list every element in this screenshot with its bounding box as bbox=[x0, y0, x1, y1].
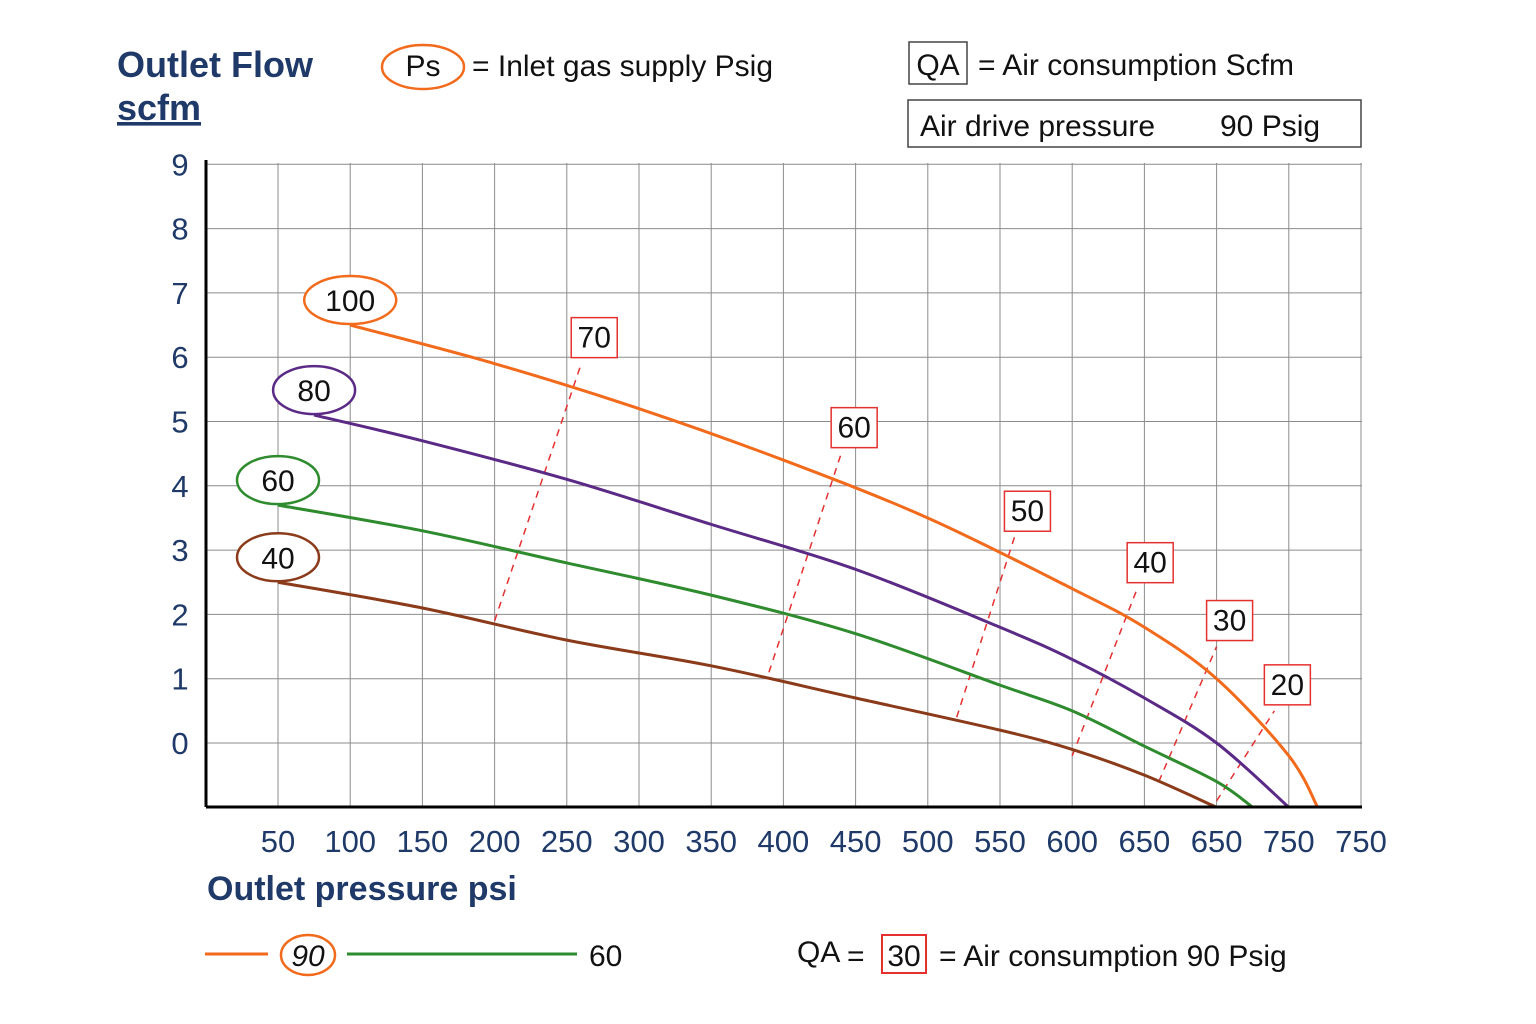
series-label-60: 60 bbox=[261, 465, 294, 498]
x-tick-label: 650 bbox=[1191, 824, 1243, 859]
x-tick-label: 650 bbox=[1119, 824, 1171, 859]
y-tick-label: 0 bbox=[171, 726, 188, 761]
y-tick-labels: 0 1 2 3 4 5 6 7 8 9 bbox=[171, 147, 188, 761]
series-line-40 bbox=[277, 580, 1218, 809]
air-consumption-dashed-line bbox=[955, 537, 1016, 718]
series-line-100 bbox=[349, 323, 1320, 809]
top-legend: Ps = Inlet gas supply Psig QA = Air cons… bbox=[380, 41, 1362, 148]
air-consumption-label: 40 bbox=[1133, 547, 1166, 580]
air-consumption-label: 50 bbox=[1011, 495, 1044, 528]
legend-qa-box bbox=[881, 934, 927, 974]
legend-qa-description: = Air consumption 90 Psig bbox=[939, 940, 1287, 973]
y-tick-label: 4 bbox=[171, 469, 188, 504]
drive-pressure-label: Air drive pressure bbox=[920, 110, 1155, 143]
x-tick-label: 300 bbox=[613, 824, 665, 859]
grid bbox=[206, 163, 1362, 808]
air-consumption-label: 30 bbox=[1213, 605, 1246, 638]
air-consumption-box bbox=[1263, 664, 1312, 706]
legend-label-90: 90 bbox=[291, 940, 325, 973]
x-tick-label: 100 bbox=[324, 824, 376, 859]
qa-box bbox=[908, 41, 968, 85]
y-tick-label: 6 bbox=[171, 340, 188, 375]
x-tick-label: 50 bbox=[261, 824, 295, 859]
series-ellipse-80 bbox=[271, 364, 357, 416]
air-consumption-box bbox=[1205, 599, 1254, 642]
y-tick-label: 9 bbox=[171, 147, 188, 182]
series-label-100: 100 bbox=[325, 285, 375, 318]
series-ellipse-100 bbox=[302, 274, 398, 326]
air-consumption-label: 70 bbox=[578, 322, 611, 355]
air-consumption-box bbox=[1126, 541, 1174, 584]
y-axis-title-line2: scfm bbox=[117, 87, 201, 128]
air-consumption-label: 20 bbox=[1271, 669, 1304, 702]
series-line-80 bbox=[313, 413, 1290, 809]
x-tick-label: 450 bbox=[830, 824, 882, 859]
x-tick-label: 600 bbox=[1046, 824, 1098, 859]
legend-ellipse-90 bbox=[279, 933, 337, 977]
bottom-legend: 90 60 QA = 30 = Air consumption 90 Psig bbox=[205, 933, 1287, 977]
x-tick-label: 500 bbox=[902, 824, 954, 859]
x-tick-label: 400 bbox=[758, 824, 810, 859]
air-consumption-box bbox=[570, 316, 618, 359]
y-tick-label: 5 bbox=[171, 405, 188, 440]
legend-qa-box-value: 30 bbox=[887, 940, 920, 973]
y-tick-label: 2 bbox=[171, 597, 188, 632]
x-tick-label: 750 bbox=[1263, 824, 1315, 859]
x-tick-label: 150 bbox=[397, 824, 449, 859]
drive-pressure-box bbox=[907, 99, 1362, 148]
y-tick-label: 3 bbox=[171, 533, 188, 568]
y-tick-label: 1 bbox=[171, 662, 188, 697]
y-axis-title-line1: Outlet Flow bbox=[117, 44, 314, 85]
series-ellipse-60 bbox=[235, 454, 321, 506]
series-ellipse-40 bbox=[235, 532, 321, 583]
x-tick-label: 750 bbox=[1335, 824, 1387, 859]
y-tick-label: 8 bbox=[171, 212, 188, 247]
series-label-80: 80 bbox=[297, 375, 330, 408]
series-labels: 100 80 60 40 bbox=[235, 274, 398, 583]
air-consumption-label: 60 bbox=[837, 412, 870, 445]
ps-symbol: Ps bbox=[405, 50, 440, 83]
qa-description: = Air consumption Scfm bbox=[978, 49, 1294, 82]
air-consumption-dashed-line bbox=[493, 363, 582, 622]
y-tick-label: 7 bbox=[171, 276, 188, 311]
series-label-40: 40 bbox=[261, 542, 294, 575]
air-consumption-dashed-line bbox=[768, 453, 842, 673]
series-lines bbox=[277, 323, 1320, 809]
drive-pressure-value: 90 Psig bbox=[1220, 110, 1320, 143]
x-axis-title: Outlet pressure psi bbox=[207, 870, 517, 908]
ps-ellipse bbox=[380, 43, 466, 91]
x-tick-label: 250 bbox=[541, 824, 593, 859]
air-consumption-dashed-line bbox=[1071, 588, 1138, 757]
legend-qa-symbol: QA bbox=[797, 936, 840, 969]
x-tick-label: 200 bbox=[469, 824, 521, 859]
air-consumption-box bbox=[830, 406, 878, 449]
legend-label-60: 60 bbox=[589, 940, 622, 973]
qa-symbol: QA bbox=[916, 49, 959, 82]
air-consumption-markers: 70 60 50 40 30 20 bbox=[493, 316, 1312, 802]
series-line-60 bbox=[277, 503, 1254, 809]
air-consumption-box bbox=[1003, 490, 1052, 532]
x-tick-label: 350 bbox=[685, 824, 737, 859]
legend-qa-equals: = bbox=[847, 940, 865, 973]
ps-description: = Inlet gas supply Psig bbox=[472, 50, 773, 83]
x-tick-labels: 50 100 150 200 250 300 350 400 450 500 550 600 650 65… bbox=[261, 824, 1387, 859]
air-consumption-dashed-line bbox=[1158, 646, 1218, 782]
x-tick-label: 550 bbox=[974, 824, 1026, 859]
